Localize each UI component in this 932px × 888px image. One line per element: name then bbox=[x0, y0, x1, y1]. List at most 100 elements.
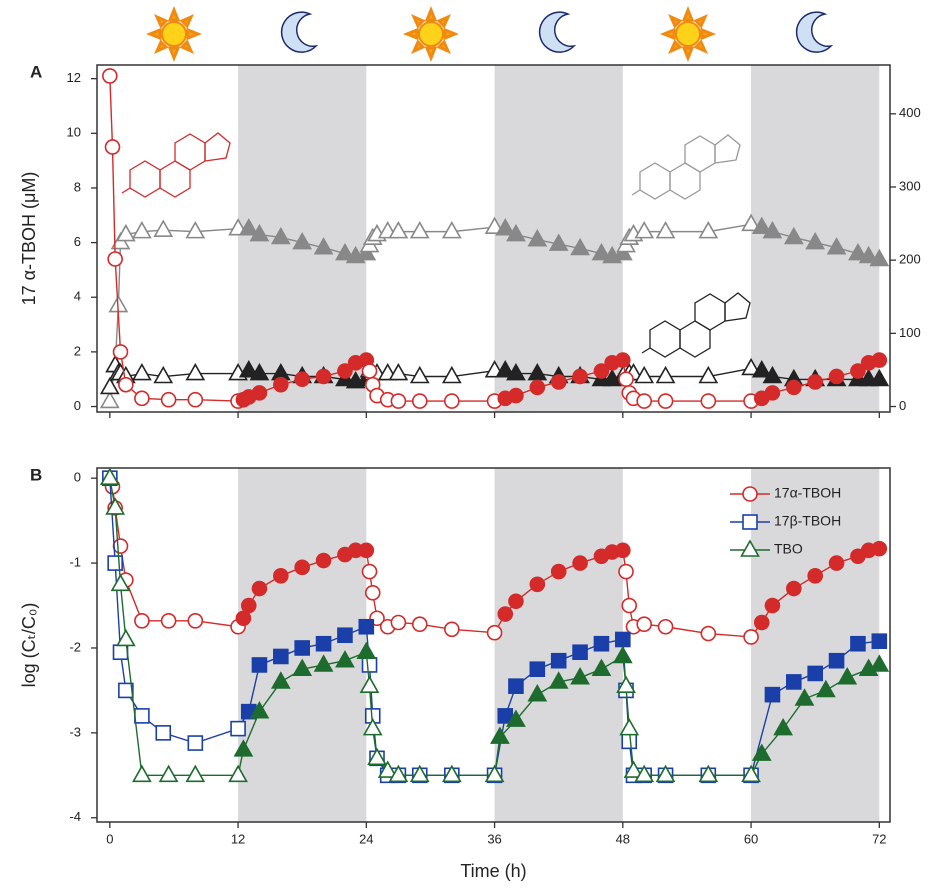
data-point bbox=[751, 743, 772, 761]
y-tick-label: -2 bbox=[69, 639, 81, 654]
data-point bbox=[292, 231, 313, 250]
x-tick-label: 36 bbox=[487, 831, 501, 846]
data-point bbox=[185, 362, 206, 381]
legend-marker bbox=[740, 539, 760, 557]
plot-frame bbox=[96, 64, 891, 413]
data-point bbox=[612, 645, 633, 664]
data-point bbox=[249, 362, 270, 381]
data-point bbox=[132, 764, 152, 783]
data-point bbox=[99, 376, 120, 395]
data-point bbox=[497, 606, 514, 622]
data-point bbox=[411, 393, 428, 409]
data-point bbox=[593, 363, 610, 379]
data-point bbox=[158, 764, 179, 783]
y-tick-label: 2 bbox=[74, 343, 81, 358]
data-point bbox=[869, 248, 890, 267]
data-point bbox=[441, 365, 462, 384]
data-point bbox=[826, 237, 847, 255]
data-point bbox=[527, 684, 548, 702]
data-point bbox=[364, 584, 381, 601]
data-point bbox=[783, 226, 804, 245]
data-point bbox=[570, 237, 590, 256]
structure-red bbox=[121, 132, 231, 198]
data-point bbox=[807, 568, 823, 584]
data-point bbox=[828, 652, 845, 669]
data-point bbox=[636, 616, 652, 633]
data-point bbox=[618, 563, 634, 580]
x-tick-label: 60 bbox=[744, 831, 758, 846]
data-point bbox=[700, 625, 717, 642]
data-point bbox=[118, 682, 134, 699]
data-point bbox=[388, 362, 409, 381]
data-point bbox=[743, 629, 759, 645]
data-point bbox=[238, 218, 259, 236]
x-tick-label: 72 bbox=[872, 831, 886, 846]
data-point bbox=[388, 764, 409, 783]
data-point bbox=[869, 368, 890, 387]
data-point bbox=[335, 242, 355, 261]
data-point bbox=[249, 223, 270, 242]
data-point bbox=[621, 597, 638, 614]
data-point bbox=[506, 709, 526, 727]
data-point bbox=[388, 220, 409, 239]
moon-icon bbox=[280, 11, 317, 53]
data-point bbox=[294, 640, 310, 656]
data-point bbox=[409, 365, 430, 384]
data-point bbox=[786, 674, 802, 690]
panel-label: A bbox=[30, 62, 42, 81]
y2-tick-label: 200 bbox=[899, 252, 921, 267]
sun-icon bbox=[405, 8, 457, 60]
data-point bbox=[636, 393, 652, 409]
data-point bbox=[850, 363, 866, 379]
data-point bbox=[362, 717, 383, 736]
data-point bbox=[527, 362, 548, 381]
data-point bbox=[294, 559, 310, 576]
data-point bbox=[315, 552, 332, 569]
structures bbox=[121, 132, 751, 358]
data-point bbox=[837, 667, 858, 685]
data-point bbox=[655, 365, 676, 384]
data-point bbox=[700, 393, 717, 409]
y-axis-label: log (Cₜ/C₀) bbox=[19, 603, 39, 688]
data-point bbox=[409, 220, 430, 239]
data-point bbox=[616, 675, 636, 693]
data-point bbox=[377, 760, 398, 778]
data-point bbox=[550, 652, 567, 669]
data-point bbox=[230, 720, 246, 737]
data-point bbox=[118, 376, 134, 393]
data-point bbox=[249, 701, 270, 719]
data-point bbox=[153, 219, 174, 237]
sun-icon bbox=[662, 8, 714, 60]
data-point bbox=[228, 764, 248, 783]
data-point bbox=[315, 368, 332, 385]
data-point bbox=[623, 760, 644, 778]
data-point bbox=[270, 226, 291, 245]
data-point bbox=[294, 371, 310, 388]
data-point bbox=[762, 365, 783, 384]
data-point bbox=[495, 218, 516, 236]
data-point bbox=[134, 390, 150, 407]
data-point bbox=[858, 245, 879, 264]
data-point bbox=[805, 231, 826, 250]
structure-black bbox=[641, 292, 751, 358]
data-point bbox=[527, 229, 548, 247]
data-point bbox=[773, 717, 793, 736]
data-point bbox=[486, 624, 503, 641]
data-point bbox=[495, 360, 516, 378]
data-point bbox=[807, 665, 823, 682]
data-point bbox=[618, 371, 634, 388]
data-point bbox=[155, 725, 172, 741]
data-point bbox=[615, 352, 631, 368]
data-point bbox=[615, 631, 631, 648]
data-point bbox=[313, 654, 334, 672]
data-point bbox=[358, 542, 375, 559]
data-point bbox=[751, 360, 772, 378]
legend-label: 17α-TBOH bbox=[774, 485, 841, 501]
data-point bbox=[794, 688, 815, 706]
data-point bbox=[273, 568, 289, 584]
data-point bbox=[251, 657, 268, 673]
data-point bbox=[871, 633, 888, 649]
data-point bbox=[816, 679, 836, 698]
